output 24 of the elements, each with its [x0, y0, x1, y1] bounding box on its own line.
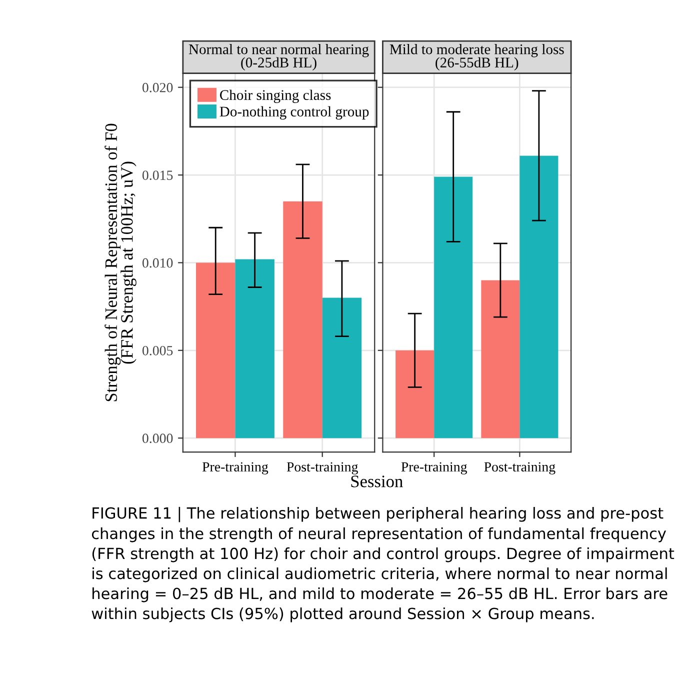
bar: [481, 280, 520, 438]
y-tick-label: 0.010: [142, 258, 173, 268]
bar: [434, 176, 473, 438]
y-tick-label: 0.015: [142, 170, 173, 180]
bar: [283, 201, 322, 438]
x-tick-label: Post-training: [286, 462, 358, 474]
y-axis-title: Strength of Neural Representation of F0 (FFR Strength at 100Hz; uV): [104, 124, 136, 402]
caption: FIGURE 11 | The relationship between peripheral hearing loss and pre-post changes in the strength of neural representation of fundamental frequency (FFR strength at 100 Hz) for choir and control groups. Degree of impairment is categorized on clinical audiometric criteria, where normal to near normal hearing = 0–25 dB HL, and mild to moderate = 26–55 dB HL. Error bars are within subjects CIs (95%) plotted around Session × Group means.: [92, 506, 674, 622]
bar: [322, 298, 362, 438]
bar: [235, 259, 274, 438]
y-tick-label: 0.000: [142, 434, 173, 444]
legend-label: Choir singing class: [220, 90, 331, 103]
bar: [196, 262, 236, 438]
x-tick-label: Post-training: [484, 462, 556, 474]
chart-title: Normal to near normal hearing (0-25dB HL): [188, 44, 369, 70]
y-tick-label: 0.005: [142, 346, 173, 356]
x-tick-label: Pre-training: [202, 462, 268, 474]
legend-label: Do-nothing control group: [220, 106, 369, 120]
bar: [520, 156, 558, 438]
x-axis-title: Session: [351, 476, 403, 488]
bar: [396, 350, 434, 438]
chart-title: Mild to moderate hearing loss (26-55dB HL): [390, 44, 564, 70]
y-tick-label: 0.020: [142, 82, 173, 92]
x-tick-label: Pre-training: [401, 462, 467, 474]
